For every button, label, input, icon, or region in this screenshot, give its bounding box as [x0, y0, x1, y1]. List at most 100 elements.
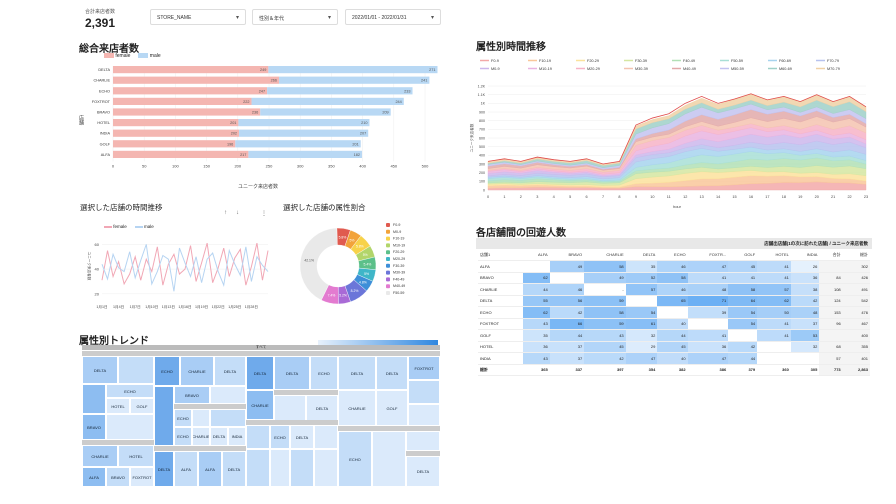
treemap-cell[interactable]: FOXTROT [130, 467, 154, 487]
treemap-cell[interactable]: DELTA [222, 451, 246, 487]
treemap-cell[interactable]: GOLF [376, 390, 408, 426]
treemap-cell[interactable] [408, 404, 440, 426]
treemap-cell[interactable] [314, 425, 338, 449]
treemap-cell[interactable] [274, 395, 306, 421]
treemap-cell[interactable]: ECHO [106, 384, 154, 398]
table-cell: 96 [819, 318, 843, 330]
area-chart-title: 属性別時間推移 [476, 42, 546, 53]
treemap-cell[interactable] [246, 425, 270, 449]
table-cell: - [584, 283, 626, 296]
treemap-cell[interactable]: ECHO [174, 409, 192, 427]
treemap-cell[interactable]: CHARLIE [246, 390, 274, 420]
x-tick-label: 16 [749, 195, 753, 199]
column-header[interactable]: INDIA [790, 249, 820, 261]
table-cell: 47 [687, 260, 729, 273]
column-header[interactable]: 総計 [842, 249, 870, 261]
treemap-cell[interactable] [210, 409, 246, 427]
sort-down-icon[interactable]: ↓ [236, 210, 239, 216]
treemap-cell[interactable]: DELTA [290, 425, 314, 449]
treemap-cell[interactable]: DELTA [214, 356, 246, 386]
legend-swatch [386, 270, 390, 275]
treemap-cell[interactable] [82, 384, 106, 414]
bar-female [113, 129, 240, 137]
treemap-cell[interactable]: CHARLIE [180, 356, 214, 386]
table-cell: 426 [842, 272, 870, 284]
treemap-cell[interactable]: HOTEL [118, 445, 154, 467]
bar-female [113, 76, 279, 84]
treemap-cell[interactable] [406, 431, 440, 451]
treemap-cell[interactable]: BRAVO [174, 386, 210, 404]
treemap-cell[interactable]: FOXTROT [408, 356, 440, 380]
treemap-cell[interactable] [118, 356, 154, 384]
treemap-cell[interactable] [290, 449, 314, 487]
table-cell: 400 [842, 329, 870, 342]
table-cell: 382 [657, 364, 688, 376]
x-tick-label: 4 [553, 195, 555, 199]
treemap-cell[interactable] [106, 414, 154, 440]
table-cell: 47 [687, 352, 729, 365]
treemap-cell[interactable]: CHARLIE [338, 390, 376, 426]
treemap-cell[interactable]: INDIA [228, 427, 246, 446]
table-cell: 45 [728, 260, 758, 273]
treemap-cell[interactable]: DELTA [274, 356, 310, 390]
treemap-cell[interactable]: DELTA [406, 456, 440, 487]
column-header[interactable]: DELTA [625, 249, 658, 261]
treemap-cell[interactable]: ALFA [198, 451, 222, 487]
date-range-filter[interactable]: 2022/01/01 - 2022/01/31 ▾ [345, 9, 441, 25]
bar-value-female: 201 [230, 121, 236, 125]
treemap-cell[interactable] [270, 449, 290, 487]
treemap-cell[interactable]: DELTA [376, 356, 408, 390]
sort-up-icon[interactable]: ↑ [224, 210, 227, 216]
treemap-cell[interactable]: DELTA [246, 356, 274, 390]
treemap-cell[interactable]: CHARLIE [192, 427, 210, 446]
column-header[interactable]: FOXTR... [687, 249, 729, 261]
treemap-cell[interactable] [372, 431, 406, 487]
treemap-cell[interactable]: BRAVO [106, 467, 130, 487]
treemap-cell[interactable]: CHARLIE [82, 445, 118, 467]
column-header[interactable]: 合計 [819, 249, 843, 261]
treemap-cell[interactable]: DELTA [210, 427, 228, 446]
table-cell [757, 341, 791, 353]
treemap-cell[interactable] [314, 449, 338, 487]
treemap-cell[interactable] [154, 386, 174, 446]
x-tick-label: 15 [732, 195, 736, 199]
column-header[interactable]: GOLF [728, 249, 758, 261]
column-header[interactable]: CHARLIE [584, 249, 626, 261]
treemap-cell[interactable]: DELTA [306, 395, 338, 421]
treemap-cell[interactable]: ALFA [82, 467, 106, 487]
treemap-cell[interactable]: GOLF [130, 398, 154, 414]
column-header[interactable]: 店舗1 [478, 249, 523, 261]
store-filter[interactable]: STORE_NAME ▾ [150, 9, 246, 25]
legend-label: F70-79 [827, 59, 839, 63]
line-series-male [101, 244, 269, 292]
treemap-cell[interactable]: DELTA [154, 451, 174, 487]
column-header[interactable]: ALFA [522, 249, 550, 261]
treemap-cell[interactable] [210, 386, 246, 404]
treemap-cell[interactable]: BRAVO [82, 414, 106, 440]
treemap-cell[interactable]: DELTA [82, 356, 118, 384]
treemap-cell[interactable] [246, 449, 270, 487]
legend-swatch [386, 250, 390, 255]
slice-label: 5.8% [339, 235, 347, 239]
treemap-cell[interactable]: ECHO [338, 431, 372, 487]
x-tick-label: 1月25日 [228, 304, 241, 309]
treemap-cell[interactable]: ECHO [154, 356, 180, 386]
treemap-cell[interactable] [408, 380, 440, 404]
x-tick-label: 100 [172, 163, 179, 168]
treemap-cell[interactable]: DELTA [338, 356, 376, 390]
column-header[interactable]: BRAVO [549, 249, 585, 261]
table-cell: 66 [549, 318, 585, 330]
treemap-cell[interactable]: ECHO [310, 356, 338, 390]
column-header[interactable]: HOTEL [757, 249, 791, 261]
more-vert-icon[interactable]: ⋮ [261, 211, 267, 217]
gender-age-filter[interactable]: 性別＆年代 ▾ [252, 9, 338, 25]
treemap-cell[interactable]: ECHO [270, 425, 290, 449]
treemap-cell[interactable]: HOTEL [106, 398, 130, 414]
table-cell: 41 [757, 318, 791, 330]
column-header[interactable]: ECHO [657, 249, 688, 261]
table-cell: 46 [657, 260, 688, 273]
treemap-cell[interactable] [192, 409, 210, 427]
table-cell: 62 [522, 272, 550, 284]
treemap-cell[interactable]: ALFA [174, 451, 198, 487]
treemap-cell[interactable]: ECHO [174, 427, 192, 446]
